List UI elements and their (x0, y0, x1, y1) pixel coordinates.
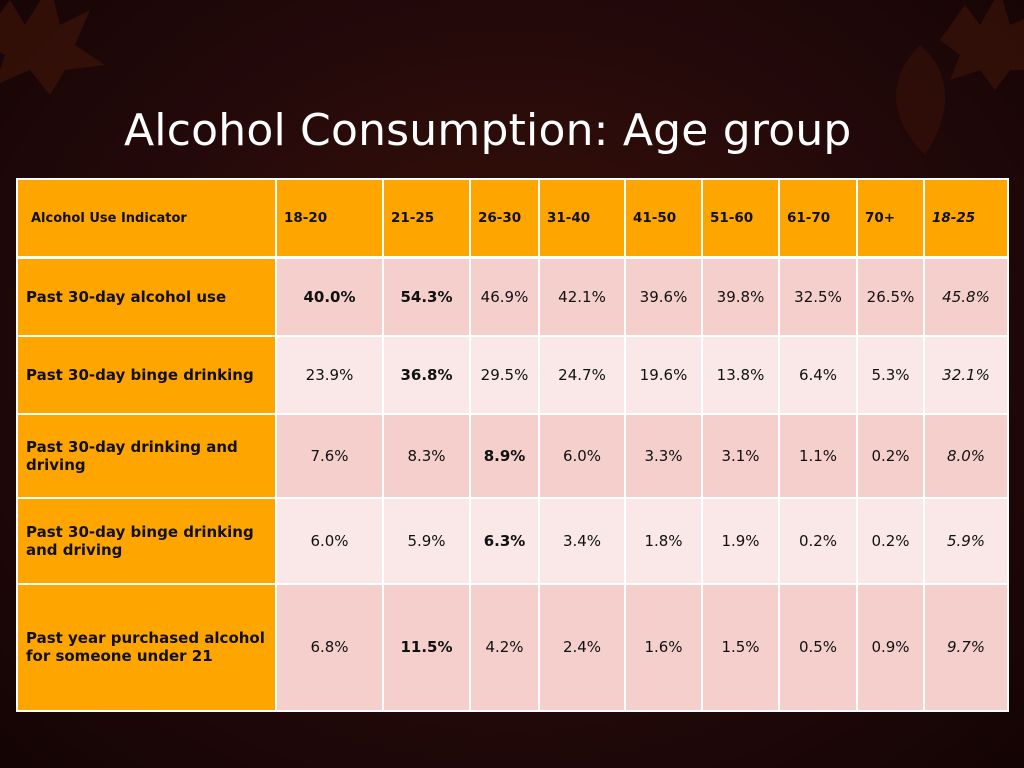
table-cell: 0.2% (856, 412, 925, 499)
page-title: Alcohol Consumption: Age group (124, 105, 852, 156)
table-row: Past 30-day binge drinking and driving 6… (16, 496, 1009, 585)
table-cell: 19.6% (624, 334, 703, 415)
table-cell: 5.9% (382, 496, 471, 585)
column-header: 41-50 (624, 178, 703, 259)
table-cell: 40.0% (275, 256, 384, 337)
table-cell: 42.1% (538, 256, 626, 337)
table-cell: 26.5% (856, 256, 925, 337)
table-cell: 54.3% (382, 256, 471, 337)
table-cell: 8.9% (469, 412, 540, 499)
leaf-decoration-icon (0, 0, 105, 95)
table-cell: 8.0% (923, 412, 1009, 499)
table-cell: 32.1% (923, 334, 1009, 415)
table-cell: 7.6% (275, 412, 384, 499)
data-table: Alcohol Use Indicator 18-20 21-25 26-30 … (16, 178, 1009, 712)
table-cell: 46.9% (469, 256, 540, 337)
table-cell: 5.9% (923, 496, 1009, 585)
table-cell: 8.3% (382, 412, 471, 499)
table-cell: 1.6% (624, 582, 703, 712)
table-cell: 0.5% (778, 582, 858, 712)
column-header: 61-70 (778, 178, 858, 259)
column-header: 51-60 (701, 178, 780, 259)
table-cell: 5.3% (856, 334, 925, 415)
table-row: Past year purchased alcohol for someone … (16, 582, 1009, 712)
table-cell: 1.5% (701, 582, 780, 712)
table-cell: 6.4% (778, 334, 858, 415)
table-cell: 23.9% (275, 334, 384, 415)
table-cell: 4.2% (469, 582, 540, 712)
table-cell: 6.8% (275, 582, 384, 712)
table-cell: 9.7% (923, 582, 1009, 712)
table-cell: 36.8% (382, 334, 471, 415)
table-cell: 3.1% (701, 412, 780, 499)
table-cell: 1.9% (701, 496, 780, 585)
column-header-indicator: Alcohol Use Indicator (16, 178, 277, 259)
table-cell: 3.4% (538, 496, 626, 585)
column-header: 18-25 (923, 178, 1009, 259)
table-header-row: Alcohol Use Indicator 18-20 21-25 26-30 … (16, 178, 1009, 259)
leaf-decoration-icon (896, 45, 946, 155)
table-cell: 39.6% (624, 256, 703, 337)
column-header: 18-20 (275, 178, 384, 259)
table-cell: 45.8% (923, 256, 1009, 337)
table-cell: 1.8% (624, 496, 703, 585)
row-label: Past 30-day binge drinking (16, 334, 277, 415)
table-cell: 6.0% (538, 412, 626, 499)
table-cell: 2.4% (538, 582, 626, 712)
table-cell: 39.8% (701, 256, 780, 337)
row-label: Past year purchased alcohol for someone … (16, 582, 277, 712)
row-label: Past 30-day alcohol use (16, 256, 277, 337)
table-cell: 29.5% (469, 334, 540, 415)
table-row: Past 30-day alcohol use 40.0% 54.3% 46.9… (16, 256, 1009, 337)
column-header: 21-25 (382, 178, 471, 259)
leaf-decoration-icon (940, 0, 1024, 90)
table-cell: 1.1% (778, 412, 858, 499)
table-row: Past 30-day drinking and driving 7.6% 8.… (16, 412, 1009, 499)
table-cell: 11.5% (382, 582, 471, 712)
column-header: 31-40 (538, 178, 626, 259)
table-cell: 24.7% (538, 334, 626, 415)
table-row: Past 30-day binge drinking 23.9% 36.8% 2… (16, 334, 1009, 415)
table-cell: 13.8% (701, 334, 780, 415)
column-header: 26-30 (469, 178, 540, 259)
table-cell: 6.3% (469, 496, 540, 585)
column-header: 70+ (856, 178, 925, 259)
table-cell: 0.2% (778, 496, 858, 585)
table-cell: 0.9% (856, 582, 925, 712)
table-cell: 0.2% (856, 496, 925, 585)
table-cell: 6.0% (275, 496, 384, 585)
table-cell: 3.3% (624, 412, 703, 499)
table-cell: 32.5% (778, 256, 858, 337)
row-label: Past 30-day drinking and driving (16, 412, 277, 499)
row-label: Past 30-day binge drinking and driving (16, 496, 277, 585)
